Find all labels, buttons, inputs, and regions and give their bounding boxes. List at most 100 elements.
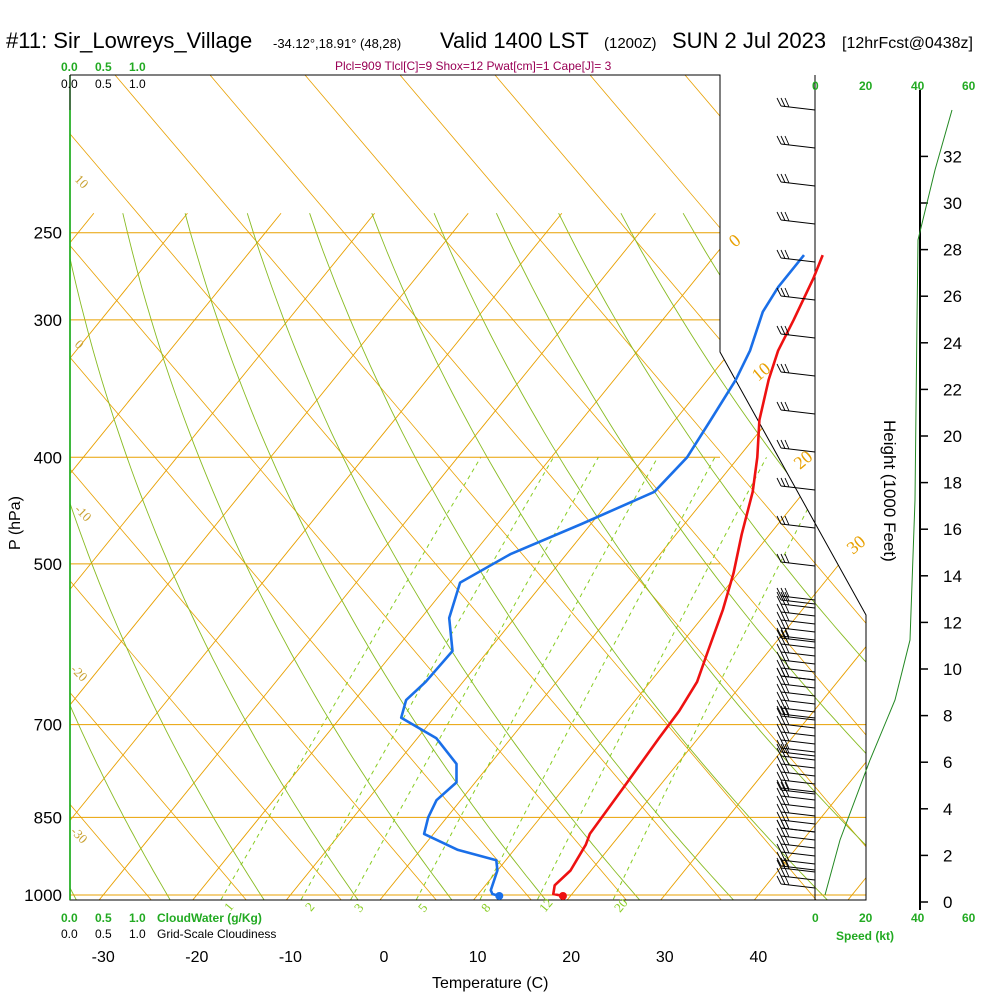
- wind-barb: [776, 779, 816, 793]
- dry-adiabat-line: [122, 213, 463, 900]
- x-tick--20: -20: [185, 949, 208, 966]
- dry-adiabat-line: [371, 213, 842, 900]
- mixing-ratio-label-12: 12: [536, 895, 556, 915]
- wind-barb: [776, 747, 816, 761]
- isotherm-line: [70, 75, 342, 900]
- pressure-tick-700: 700: [34, 716, 62, 735]
- height-tick-12: 12: [943, 613, 962, 632]
- mixing-ratio-label-8: 8: [478, 900, 494, 915]
- wind-barb: [776, 691, 816, 705]
- dry-adiabat-line: [246, 213, 653, 900]
- height-tick-0: 0: [943, 893, 952, 912]
- mixing-ratio-line: [472, 457, 716, 900]
- x-tick-40: 40: [750, 949, 768, 966]
- isotherm-line: [0, 75, 56, 900]
- wind-barb: [776, 739, 816, 753]
- isotherm-label-20: 20: [790, 446, 817, 473]
- height-tick-22: 22: [943, 380, 962, 399]
- mixing-ratio-line: [408, 457, 659, 900]
- dry-adiabat-line: [309, 213, 747, 900]
- pressure-tick-250: 250: [34, 224, 62, 243]
- isotherm-line: [70, 212, 188, 900]
- dry-adiabat-line: [70, 213, 179, 900]
- isotherm-line: [494, 75, 866, 900]
- wind-barb: [776, 363, 816, 377]
- dry-adiabat-label-1: 0: [72, 337, 87, 352]
- wind-barb: [776, 707, 816, 721]
- wind-barb: [776, 787, 816, 801]
- wind-barb: [776, 401, 816, 415]
- height-tick-20: 20: [943, 427, 962, 446]
- height-tick-32: 32: [943, 147, 962, 166]
- isotherm-line: [465, 212, 866, 900]
- pressure-tick-500: 500: [34, 555, 62, 574]
- isotherm-line: [70, 75, 722, 900]
- wind-barb: [776, 683, 816, 697]
- x-tick--10: -10: [279, 949, 302, 966]
- isotherm-line: [70, 212, 469, 900]
- wind-barb: [776, 819, 816, 833]
- height-tick-18: 18: [943, 474, 962, 493]
- dry-adiabat-line: [70, 213, 369, 900]
- wind-barb: [776, 731, 816, 745]
- isotherm-label-0: 0: [725, 230, 745, 251]
- height-axis: [69, 90, 953, 910]
- isotherm-label-30: 30: [843, 531, 870, 558]
- wind-barb: [776, 603, 816, 617]
- isotherm-line: [70, 75, 437, 900]
- dry-adiabat-label-4: -30: [68, 824, 91, 847]
- isotherm-line: [779, 75, 866, 900]
- dry-adiabat-line: [558, 212, 866, 900]
- isotherm-line: [372, 212, 866, 900]
- isotherm-line: [70, 212, 282, 900]
- dry-adiabat-lines: [70, 212, 1000, 914]
- height-tick-4: 4: [943, 800, 952, 819]
- sounding-series: [399, 254, 824, 900]
- pressure-tick-1000: 1000: [24, 886, 62, 905]
- wind-barb: [776, 173, 816, 187]
- pressure-tick-850: 850: [34, 808, 62, 827]
- isotherm-line: [91, 212, 656, 900]
- dry-adiabat-label-0: 10: [72, 172, 92, 192]
- isotherm-line: [653, 212, 866, 900]
- wind-barb: [776, 859, 816, 873]
- mixing-ratio-line: [212, 457, 482, 900]
- series-line-temperature: [551, 254, 824, 898]
- wind-barb: [776, 723, 816, 737]
- wind-barb: [776, 627, 816, 641]
- wind-barb: [776, 835, 816, 849]
- wind-barb: [776, 843, 816, 857]
- wind-barb: [776, 651, 816, 665]
- wind-barb: [776, 875, 816, 889]
- dry-adiabat-line: [994, 213, 1000, 914]
- wind-barb: [776, 803, 816, 817]
- wind-barb: [776, 675, 816, 689]
- mixing-ratio-line: [342, 457, 599, 900]
- dry-adiabat-line: [70, 213, 274, 900]
- pressure-tick-300: 300: [34, 311, 62, 330]
- wind-barb: [776, 477, 816, 491]
- x-tick-10: 10: [469, 949, 487, 966]
- wind-barb: [776, 705, 816, 719]
- mixing-ratio-label-5: 5: [415, 900, 431, 915]
- speed-profile-curve: [824, 109, 953, 896]
- isotherm-label-10: 10: [748, 358, 775, 385]
- wind-barb: [776, 755, 816, 769]
- wind-barb: [776, 795, 816, 809]
- dry-adiabat-line: [807, 212, 866, 900]
- isotherm-line: [875, 75, 1000, 900]
- isotherm-line: [70, 75, 627, 900]
- plot-frame: [69, 74, 867, 901]
- wind-barb: [776, 325, 816, 339]
- surface-marker-dewpoint: [495, 891, 504, 900]
- isotherm-line: [114, 75, 817, 900]
- wind-barb: [776, 715, 816, 729]
- x-tick-0: 0: [380, 949, 389, 966]
- mixing-ratio-label-2: 2: [302, 899, 318, 914]
- mixing-ratio-line: [292, 457, 554, 900]
- mixing-ratio-line: [529, 457, 767, 900]
- mixing-ratio-lines: [212, 457, 835, 900]
